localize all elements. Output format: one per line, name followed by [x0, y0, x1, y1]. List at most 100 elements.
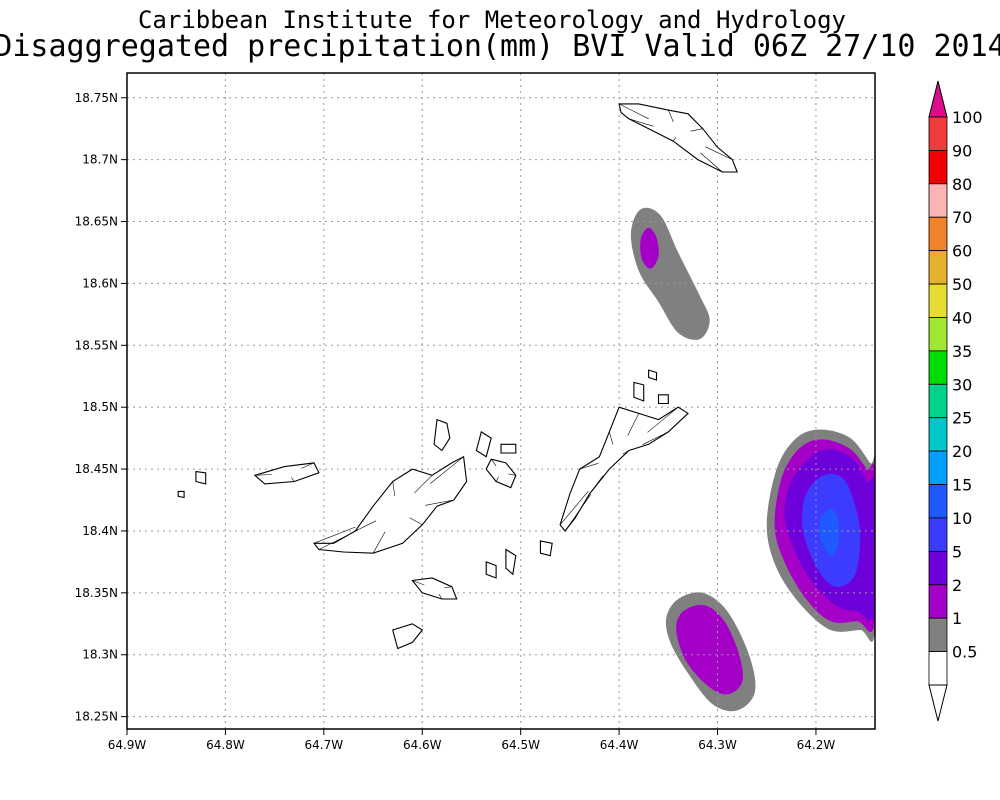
island-outline — [633, 381, 645, 402]
colorbar-segment-1 — [928, 617, 948, 652]
lat-tick-label: 18.55N — [75, 338, 118, 352]
colorbar-label: 40 — [952, 308, 972, 327]
island-outline — [657, 394, 669, 405]
island-district-boundaries — [412, 580, 452, 600]
colorbar-label: 80 — [952, 175, 972, 194]
colorbar-segment-50 — [928, 283, 948, 318]
island-outline — [559, 406, 689, 532]
island-outline — [411, 577, 458, 600]
figure-title-line1: Caribbean Institute for Meteorology and … — [138, 6, 846, 34]
island-district-boundaries — [618, 103, 733, 173]
lat-tick-label: 18.3N — [82, 648, 118, 662]
colorbar-segment-10 — [928, 517, 948, 552]
colorbar-segment-25 — [928, 417, 948, 452]
island-coastline — [505, 548, 517, 576]
lon-tick-label: 64.7W — [305, 738, 344, 752]
island-coastline — [392, 623, 424, 650]
colorbar-segment-5 — [928, 550, 948, 586]
island-coastline — [312, 455, 468, 554]
island-outline — [618, 103, 739, 173]
lon-tick-label: 64.2W — [797, 738, 836, 752]
lon-tick-label: 64.3W — [698, 738, 737, 752]
colorbar-segment-15 — [928, 484, 948, 519]
colorbar-segment-30 — [928, 383, 948, 419]
island-outline — [392, 623, 424, 650]
lat-tick-label: 18.4N — [82, 524, 118, 538]
colorbar-label: 10 — [952, 509, 972, 528]
island-coastline — [539, 540, 553, 557]
colorbar-label: 30 — [952, 375, 972, 394]
graticule-grid — [127, 73, 875, 729]
colorbar-label: 70 — [952, 208, 972, 227]
island-coastline — [657, 394, 669, 405]
island-coastline — [485, 458, 517, 489]
lat-tick-label: 18.7N — [82, 153, 118, 167]
island-outline — [253, 462, 320, 485]
island-district-boundaries — [559, 406, 679, 532]
colorbar-segment-35 — [928, 350, 948, 385]
lat-tick-label: 18.5N — [82, 400, 118, 414]
map-plot-area: 64.9W 64.8W 64.7W 64.6W 64.5W 64.4W 64.3W 64.2W… — [75, 72, 876, 752]
island-outline — [648, 369, 658, 381]
precip-band-15mm — [819, 508, 839, 557]
colorbar-label: 5 — [952, 542, 962, 561]
colorbar-segment-40 — [928, 317, 948, 352]
colorbar-segment-70 — [928, 216, 948, 252]
island-outline — [485, 458, 517, 489]
island-coastline — [475, 431, 492, 458]
map-frame — [126, 72, 876, 730]
island-outline — [539, 540, 553, 557]
island-coastline — [618, 103, 739, 173]
map-background — [127, 73, 875, 729]
colorbar-segment-90 — [928, 150, 948, 185]
precip-band-2mm — [676, 604, 743, 695]
island-coastline — [433, 418, 451, 452]
island-coastline — [633, 381, 645, 402]
island-outline — [195, 470, 207, 485]
island-district-boundaries — [490, 459, 516, 482]
colorbar-segment-100 — [928, 116, 948, 151]
island-coastline — [485, 561, 497, 579]
island-coastline — [195, 470, 207, 485]
island-outline — [505, 548, 517, 576]
figure-title-line2: Disaggregated precipitation(mm) BVI Vali… — [0, 29, 1000, 64]
island-outline — [177, 490, 185, 499]
colorbar-label: 60 — [952, 242, 972, 261]
island-outline — [475, 431, 492, 458]
colorbar-label: 2 — [952, 576, 962, 595]
lat-tick-label: 18.75N — [75, 91, 118, 105]
colorbar-label: 15 — [952, 476, 972, 495]
island-coastline — [648, 369, 658, 381]
colorbar-over-triangle — [928, 80, 948, 118]
island-coastline — [500, 443, 517, 454]
colorbar-under-triangle — [928, 684, 948, 722]
colorbar-label: 50 — [952, 275, 972, 294]
axis-ticks: 64.9W 64.8W 64.7W 64.6W 64.5W 64.4W 64.3W 64.2W… — [75, 91, 836, 752]
precip-band-2mm — [640, 227, 659, 269]
colorbar-label: 20 — [952, 442, 972, 461]
island-district-boundaries — [313, 456, 464, 554]
colorbar-label: 35 — [952, 342, 972, 361]
precipitation-layer — [630, 207, 875, 712]
coastline-layer — [177, 103, 739, 650]
colorbar-segment-80 — [928, 183, 948, 218]
island-coastline — [253, 462, 320, 485]
precip-cell — [665, 592, 756, 712]
lat-tick-label: 18.45N — [75, 462, 118, 476]
island-coastline — [177, 490, 185, 499]
colorbar-segment-60 — [928, 250, 948, 285]
precip-cell — [766, 429, 875, 642]
lon-tick-label: 64.8W — [206, 738, 245, 752]
lon-tick-label: 64.9W — [108, 738, 147, 752]
lat-tick-label: 18.35N — [75, 586, 118, 600]
colorbar-label: 1 — [952, 609, 962, 628]
island-outline — [485, 561, 497, 579]
lat-tick-label: 18.65N — [75, 215, 118, 229]
colorbar-label: 25 — [952, 409, 972, 428]
lon-tick-label: 64.4W — [600, 738, 639, 752]
colorbar-label: 100 — [952, 108, 983, 127]
lat-tick-label: 18.6N — [82, 276, 118, 290]
colorbar-label: 0.5 — [952, 643, 977, 662]
lat-tick-label: 18.25N — [75, 710, 118, 724]
colorbar-segment-2 — [928, 584, 948, 619]
